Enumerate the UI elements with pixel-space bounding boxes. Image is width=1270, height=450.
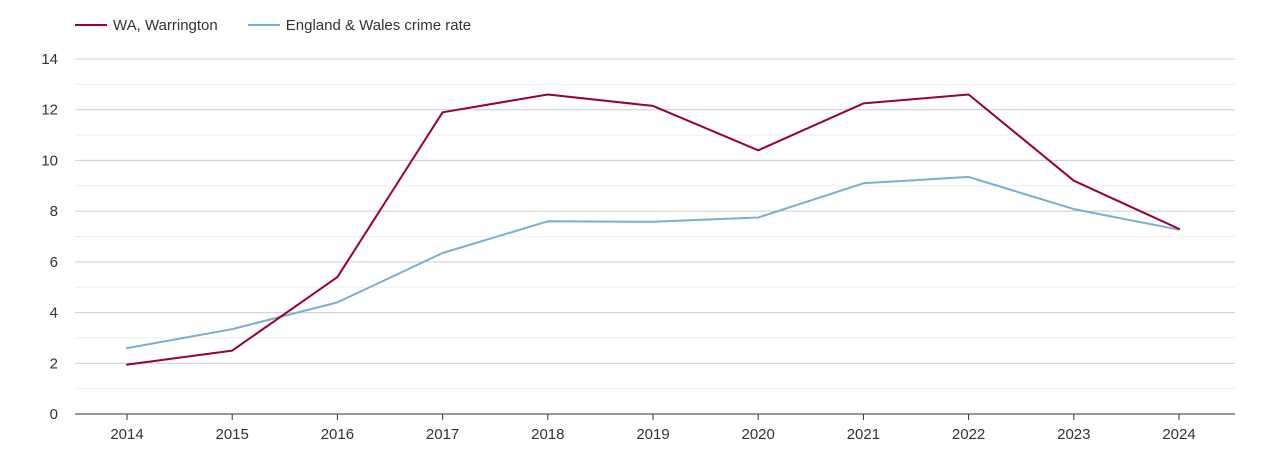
y-tick-label: 10	[41, 152, 58, 169]
x-tick-label: 2018	[531, 426, 564, 443]
legend-label-england-wales: England & Wales crime rate	[285, 16, 472, 34]
legend-swatch-warrington	[75, 24, 107, 26]
x-tick-label: 2019	[636, 426, 669, 443]
grid-lines	[75, 58, 1235, 390]
legend-item-england-wales: England & Wales crime rate	[247, 16, 472, 34]
x-tick-label: 2020	[742, 426, 775, 443]
y-tick-label: 6	[50, 254, 58, 271]
x-tick-label: 2017	[426, 426, 459, 443]
x-tick-label: 2021	[847, 426, 880, 443]
tick-labels: 0 2 4 6 8 10 12 14 2014 2015 2016 2017 2018 2019 2020 2…	[41, 51, 1195, 443]
x-tick-label: 2023	[1057, 426, 1090, 443]
y-tick-label: 8	[50, 203, 58, 220]
chart-legend: WA, Warrington England & Wales crime rat…	[75, 14, 501, 36]
legend-item-warrington: WA, Warrington	[75, 17, 218, 34]
x-tick-label: 2016	[321, 426, 354, 443]
legend-swatch-england-wales	[247, 24, 280, 26]
x-tick-label: 2015	[216, 426, 249, 443]
y-tick-label: 0	[50, 406, 58, 423]
y-tick-label: 2	[50, 355, 58, 372]
y-tick-label: 4	[50, 305, 58, 322]
legend-label-warrington: WA, Warrington	[113, 16, 218, 34]
x-tick-label: 2014	[110, 426, 143, 443]
series-line-warrington	[126, 93, 1180, 366]
x-tick-label: 2024	[1162, 426, 1195, 443]
series-line-england-wales	[126, 175, 1180, 350]
axes	[75, 413, 1235, 420]
x-tick-label: 2022	[952, 426, 985, 443]
series-lines	[126, 93, 1180, 366]
y-tick-label: 12	[41, 102, 58, 119]
y-tick-label: 14	[41, 51, 58, 68]
